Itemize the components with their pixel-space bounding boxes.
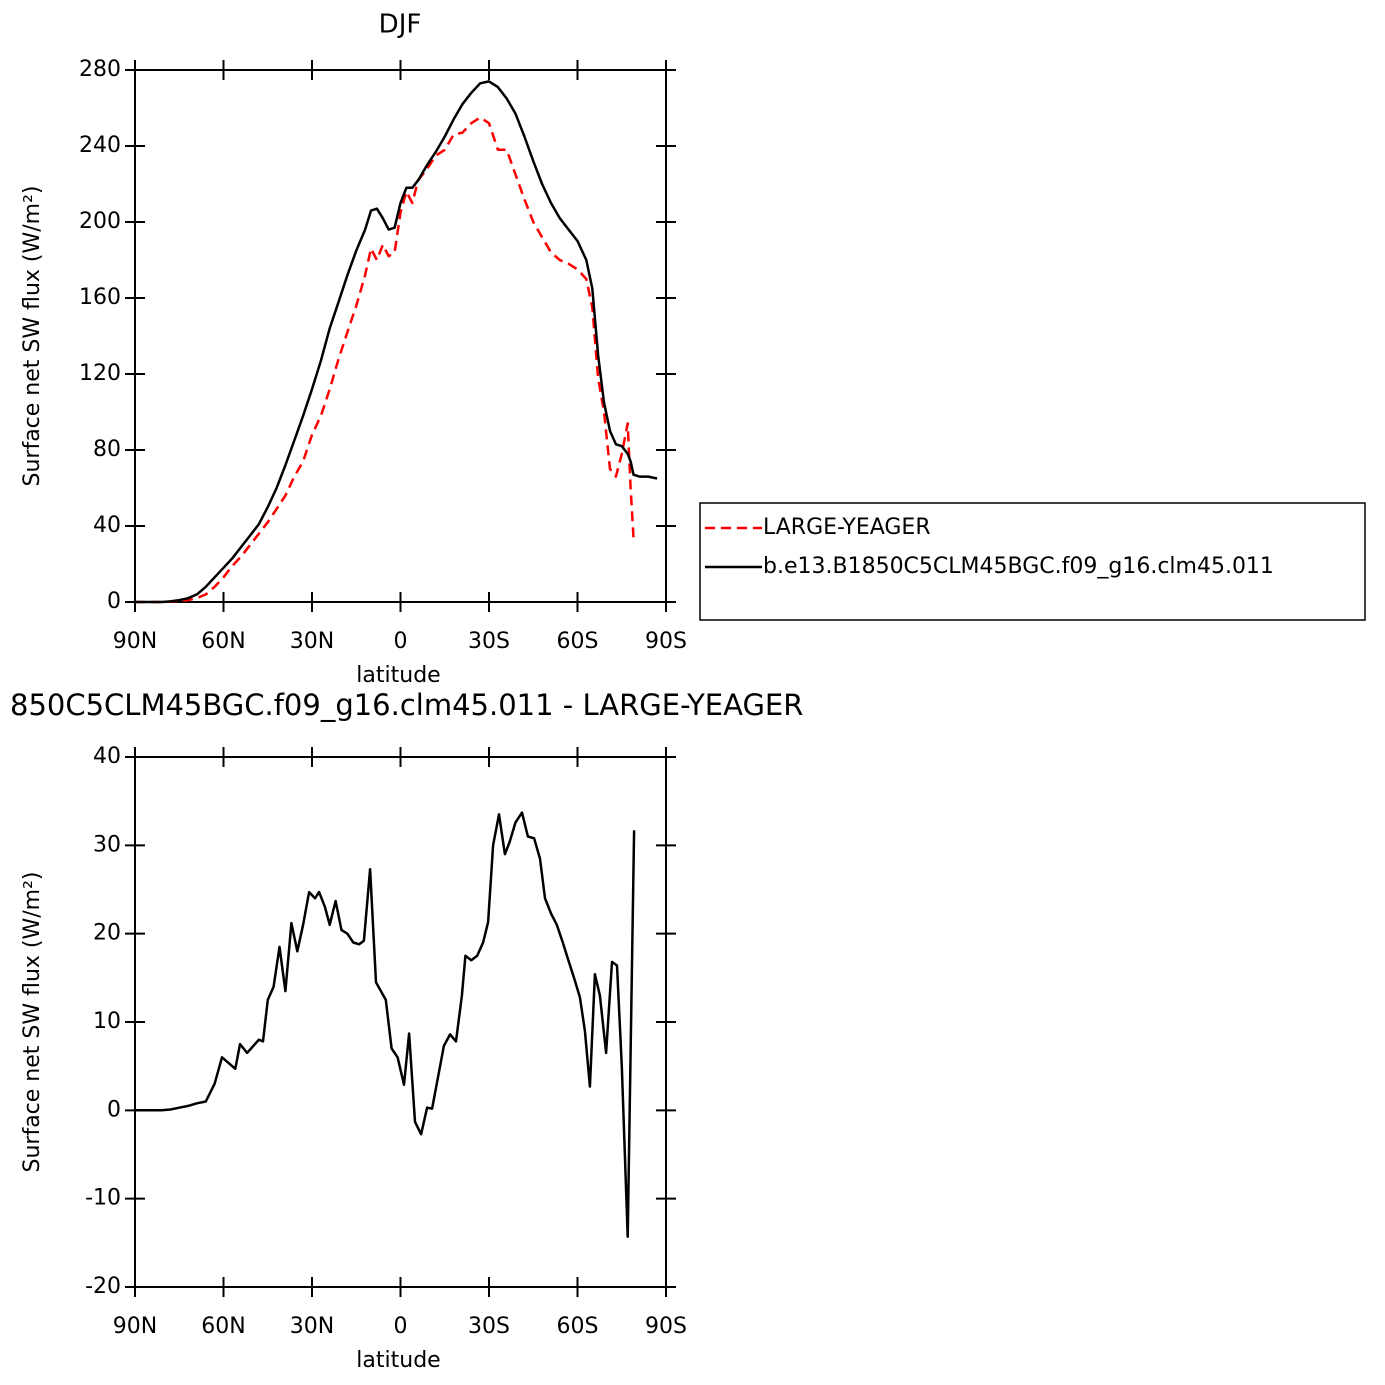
x-tick-label: 90N bbox=[113, 1314, 157, 1339]
x-tick-label: 60N bbox=[201, 1314, 245, 1339]
y-tick-label: 160 bbox=[79, 285, 121, 310]
chart-title: DJF bbox=[379, 10, 422, 40]
legend-box bbox=[699, 502, 1366, 621]
x-tick-label: 60N bbox=[201, 629, 245, 654]
x-axis-label: latitude bbox=[356, 663, 440, 688]
y-tick-label: 80 bbox=[93, 437, 121, 462]
x-tick-label: 60S bbox=[557, 1314, 599, 1339]
y-tick-label: 40 bbox=[93, 744, 121, 769]
y-axis-label: Surface net SW flux (W/m²) bbox=[20, 185, 45, 486]
y-tick-label: 20 bbox=[93, 921, 121, 946]
data-line bbox=[135, 80, 658, 604]
x-tick-label: 30N bbox=[290, 1314, 334, 1339]
plot-frame bbox=[134, 756, 667, 1288]
x-tick-label: 60S bbox=[557, 629, 599, 654]
plot-frame bbox=[134, 69, 667, 603]
y-axis-label: Surface net SW flux (W/m²) bbox=[20, 871, 45, 1172]
y-tick-label: 0 bbox=[107, 1097, 121, 1122]
y-tick-label: -10 bbox=[85, 1186, 121, 1211]
y-tick-label: 200 bbox=[79, 209, 121, 234]
x-tick-label: 30S bbox=[468, 629, 510, 654]
y-tick-label: 30 bbox=[93, 832, 121, 857]
y-tick-label: 280 bbox=[79, 57, 121, 82]
y-tick-label: -20 bbox=[85, 1274, 121, 1299]
y-tick-label: 120 bbox=[79, 361, 121, 386]
data-line bbox=[135, 811, 636, 1238]
y-tick-label: 40 bbox=[93, 513, 121, 538]
legend-label: LARGE-YEAGER bbox=[763, 515, 931, 540]
x-tick-label: 30S bbox=[468, 1314, 510, 1339]
chart-title: 850C5CLM45BGC.f09_g16.clm45.011 - LARGE-… bbox=[10, 688, 803, 722]
x-tick-label: 90S bbox=[645, 1314, 687, 1339]
x-tick-label: 0 bbox=[394, 1314, 408, 1339]
data-line bbox=[135, 116, 635, 604]
x-tick-label: 30N bbox=[290, 629, 334, 654]
x-axis-label: latitude bbox=[356, 1348, 440, 1373]
y-tick-label: 240 bbox=[79, 133, 121, 158]
x-tick-label: 90S bbox=[645, 629, 687, 654]
x-tick-label: 90N bbox=[113, 629, 157, 654]
y-tick-label: 0 bbox=[107, 589, 121, 614]
y-tick-label: 10 bbox=[93, 1009, 121, 1034]
legend-label: b.e13.B1850C5CLM45BGC.f09_g16.clm45.011 bbox=[763, 554, 1274, 579]
x-tick-label: 0 bbox=[394, 629, 408, 654]
